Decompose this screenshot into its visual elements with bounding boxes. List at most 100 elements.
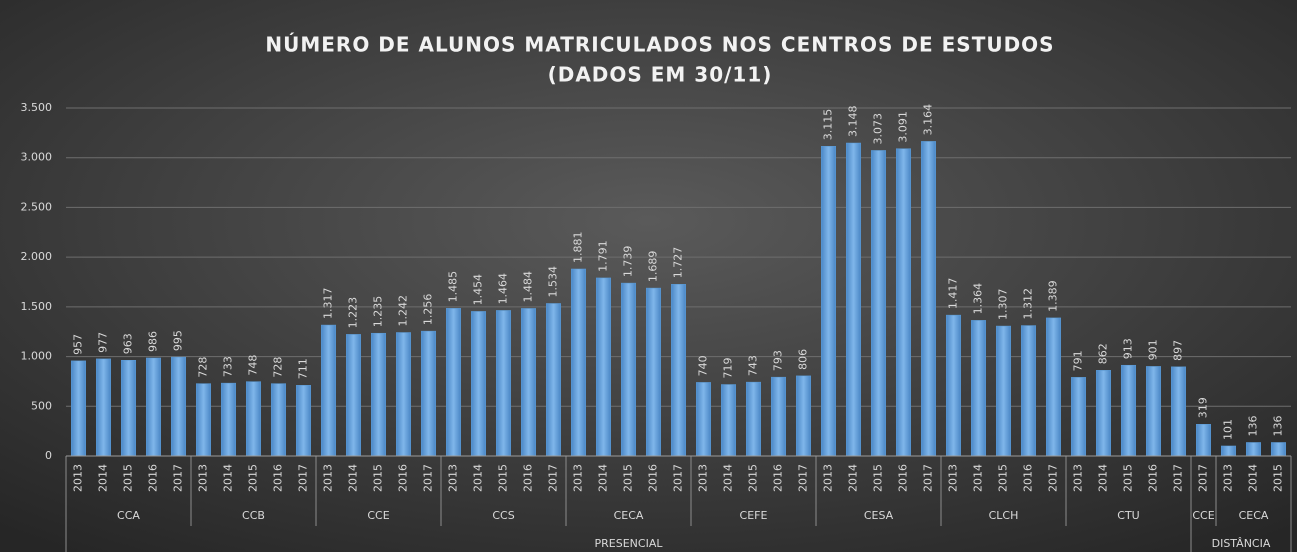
bar [1221, 445, 1236, 457]
bar [1021, 325, 1036, 457]
bar [1046, 317, 1061, 457]
bar [496, 310, 511, 457]
bar [271, 383, 286, 457]
data-label: 3.164 [922, 104, 935, 136]
bar [696, 382, 711, 457]
x-tick-label: 2014 [722, 464, 735, 492]
data-label: 3.073 [872, 113, 885, 145]
x-tick-label: 2014 [972, 464, 985, 492]
data-label: 806 [797, 349, 810, 370]
x-tick-label: 2016 [272, 464, 285, 492]
bar [146, 357, 161, 457]
bar [196, 383, 211, 457]
group-label: CCE [1192, 509, 1214, 522]
x-tick-label: 2017 [172, 464, 185, 492]
x-tick-label: 2014 [222, 464, 235, 492]
bar [1121, 364, 1136, 457]
x-tick-label: 2016 [397, 464, 410, 492]
bar [871, 150, 886, 457]
y-tick-label: 2.000 [21, 250, 53, 263]
y-tick-label: 3.500 [21, 101, 53, 114]
bar [646, 287, 661, 457]
bar [221, 382, 236, 457]
x-tick-label: 2015 [122, 464, 135, 492]
data-label: 1.484 [522, 271, 535, 303]
x-tick-label: 2015 [247, 464, 260, 492]
data-label: 791 [1072, 350, 1085, 371]
bar [846, 142, 861, 457]
bar [746, 381, 761, 457]
data-label: 1.389 [1047, 280, 1060, 312]
bar [296, 385, 311, 457]
x-tick-label: 2013 [822, 464, 835, 492]
data-label: 1.256 [422, 294, 435, 326]
bar [921, 141, 936, 457]
data-label: 728 [272, 357, 285, 378]
bar [96, 358, 111, 457]
bar [1146, 366, 1161, 457]
x-tick-label: 2013 [1072, 464, 1085, 492]
data-label: 913 [1122, 338, 1135, 359]
data-label: 1.242 [397, 295, 410, 327]
y-tick-label: 1.000 [21, 350, 53, 363]
bar [471, 311, 486, 457]
bar [946, 314, 961, 457]
bar [71, 360, 86, 457]
bar [571, 268, 586, 457]
x-tick-label: 2015 [497, 464, 510, 492]
bar [246, 381, 261, 457]
group-label: CCS [492, 509, 514, 522]
x-tick-label: 2013 [697, 464, 710, 492]
data-label: 711 [297, 358, 310, 379]
data-label: 977 [97, 332, 110, 353]
x-tick-label: 2014 [1097, 464, 1110, 492]
bar [321, 324, 336, 457]
data-label: 743 [747, 355, 760, 376]
bar [621, 282, 636, 457]
x-tick-label: 2016 [147, 464, 160, 492]
data-label: 319 [1197, 397, 1210, 418]
group-label: CTU [1117, 509, 1139, 522]
group-label: DISTÂNCIA [1212, 537, 1271, 550]
data-label: 1.223 [347, 297, 360, 329]
x-tick-label: 2014 [97, 464, 110, 492]
group-label: CCA [117, 509, 140, 522]
data-label: 1.317 [322, 288, 335, 320]
chart-title: NÚMERO DE ALUNOS MATRICULADOS NOS CENTRO… [265, 33, 1054, 57]
x-tick-label: 2016 [1147, 464, 1160, 492]
bar [1171, 366, 1186, 457]
bar [446, 308, 461, 457]
bar [821, 146, 836, 457]
x-tick-label: 2014 [847, 464, 860, 492]
bar [1271, 442, 1286, 457]
data-label: 728 [197, 357, 210, 378]
bar [546, 303, 561, 457]
bar [396, 332, 411, 457]
bar [521, 308, 536, 457]
group-label: CECA [1239, 509, 1269, 522]
data-label: 1.485 [447, 271, 460, 303]
bar [346, 334, 361, 457]
data-label: 136 [1272, 415, 1285, 436]
x-tick-label: 2017 [797, 464, 810, 492]
bar [771, 376, 786, 457]
data-label: 995 [172, 330, 185, 351]
group-label: CESA [864, 509, 894, 522]
x-tick-label: 2017 [547, 464, 560, 492]
data-label: 963 [122, 333, 135, 354]
bar [1096, 370, 1111, 457]
data-label: 862 [1097, 343, 1110, 364]
data-label: 986 [147, 331, 160, 352]
x-tick-label: 2017 [922, 464, 935, 492]
data-label: 901 [1147, 339, 1160, 360]
x-tick-label: 2015 [747, 464, 760, 492]
x-tick-label: 2015 [622, 464, 635, 492]
bar [596, 277, 611, 457]
data-label: 1.739 [622, 246, 635, 278]
y-tick-label: 3.000 [21, 151, 53, 164]
x-tick-label: 2014 [597, 464, 610, 492]
x-tick-label: 2017 [1197, 464, 1210, 492]
data-label: 740 [697, 355, 710, 376]
x-tick-label: 2016 [772, 464, 785, 492]
